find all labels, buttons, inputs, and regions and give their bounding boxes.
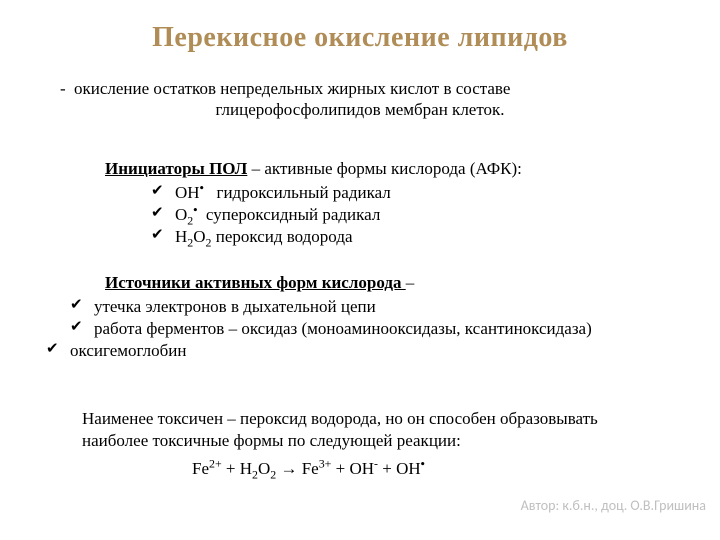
subtitle-block: - окисление остатков непредельных жирных… [60,78,660,121]
list-item: оксигемоглобин [50,340,670,362]
reaction-equation: Fe2+ + H2O2 → Fe3+ + OH- + OH• [192,458,642,480]
list-item: работа ферментов – оксидаз (моноаминоокс… [50,318,670,340]
initiators-lead-underline: Инициаторы ПОЛ [105,159,247,178]
subtitle-line2: глицерофосфолипидов мембран клеток. [60,99,660,120]
author-footer: Автор: к.б.н., доц. О.В.Гришина [521,497,706,514]
subtitle-text-1: окисление остатков непредельных жирных к… [74,79,510,98]
sources-list: утечка электронов в дыхательной цепи раб… [50,296,670,362]
subtitle-line1: - окисление остатков непредельных жирных… [60,78,660,99]
sources-heading: Источники активных форм кислорода – [105,272,670,294]
bottom-block: Наименее токсичен – пероксид водорода, н… [82,408,642,480]
dash-bullet: - [60,78,74,99]
initiators-lead: Инициаторы ПОЛ – активные формы кислород… [105,159,522,178]
sources-heading-rest: – [406,273,415,292]
slide: Перекисное окисление липидов - окисление… [0,0,720,540]
list-item: OH• гидроксильный радикал [105,182,625,204]
bottom-text: Наименее токсичен – пероксид водорода, н… [82,408,642,452]
list-item: утечка электронов в дыхательной цепи [50,296,670,318]
initiators-list: OH• гидроксильный радикал О2• супероксид… [105,182,625,248]
initiators-lead-rest: – активные формы кислорода (АФК): [247,159,522,178]
sources-heading-underline: Источники активных форм кислорода [105,273,406,292]
slide-title: Перекисное окисление липидов [0,22,720,54]
sources-block: Источники активных форм кислорода – утеч… [50,272,670,362]
list-item: О2• супероксидный радикал [105,204,625,226]
list-item: Н2О2 пероксид водорода [105,226,625,248]
initiators-block: Инициаторы ПОЛ – активные формы кислород… [105,158,625,248]
